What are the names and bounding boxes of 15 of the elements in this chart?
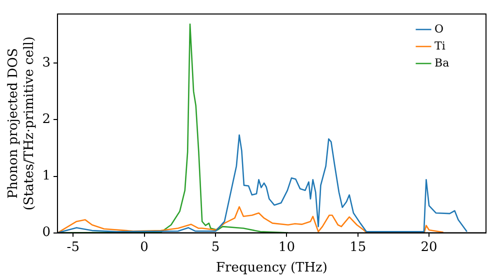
y-tick-label: 0 <box>42 225 50 240</box>
x-tick-label: 15 <box>350 240 366 255</box>
x-tick-label: 5 <box>211 240 220 255</box>
x-tick-label: 10 <box>278 240 295 255</box>
x-tick-label: -5 <box>66 240 80 255</box>
y-tick-label: 3 <box>42 56 50 71</box>
y-axis-title: Phonon projected DOS (States/THz·primitive cell) <box>6 36 37 210</box>
x-axis-title: Frequency (THz) <box>216 260 328 276</box>
legend-label: O <box>434 22 444 36</box>
x-tick-label: 20 <box>420 240 438 255</box>
legend-label: Ti <box>434 39 446 52</box>
y-tick-label: 1 <box>42 168 50 184</box>
y-tick-label: 2 <box>42 112 50 128</box>
x-tick-label: 0 <box>140 240 148 255</box>
legend-label: Ba <box>434 56 450 70</box>
